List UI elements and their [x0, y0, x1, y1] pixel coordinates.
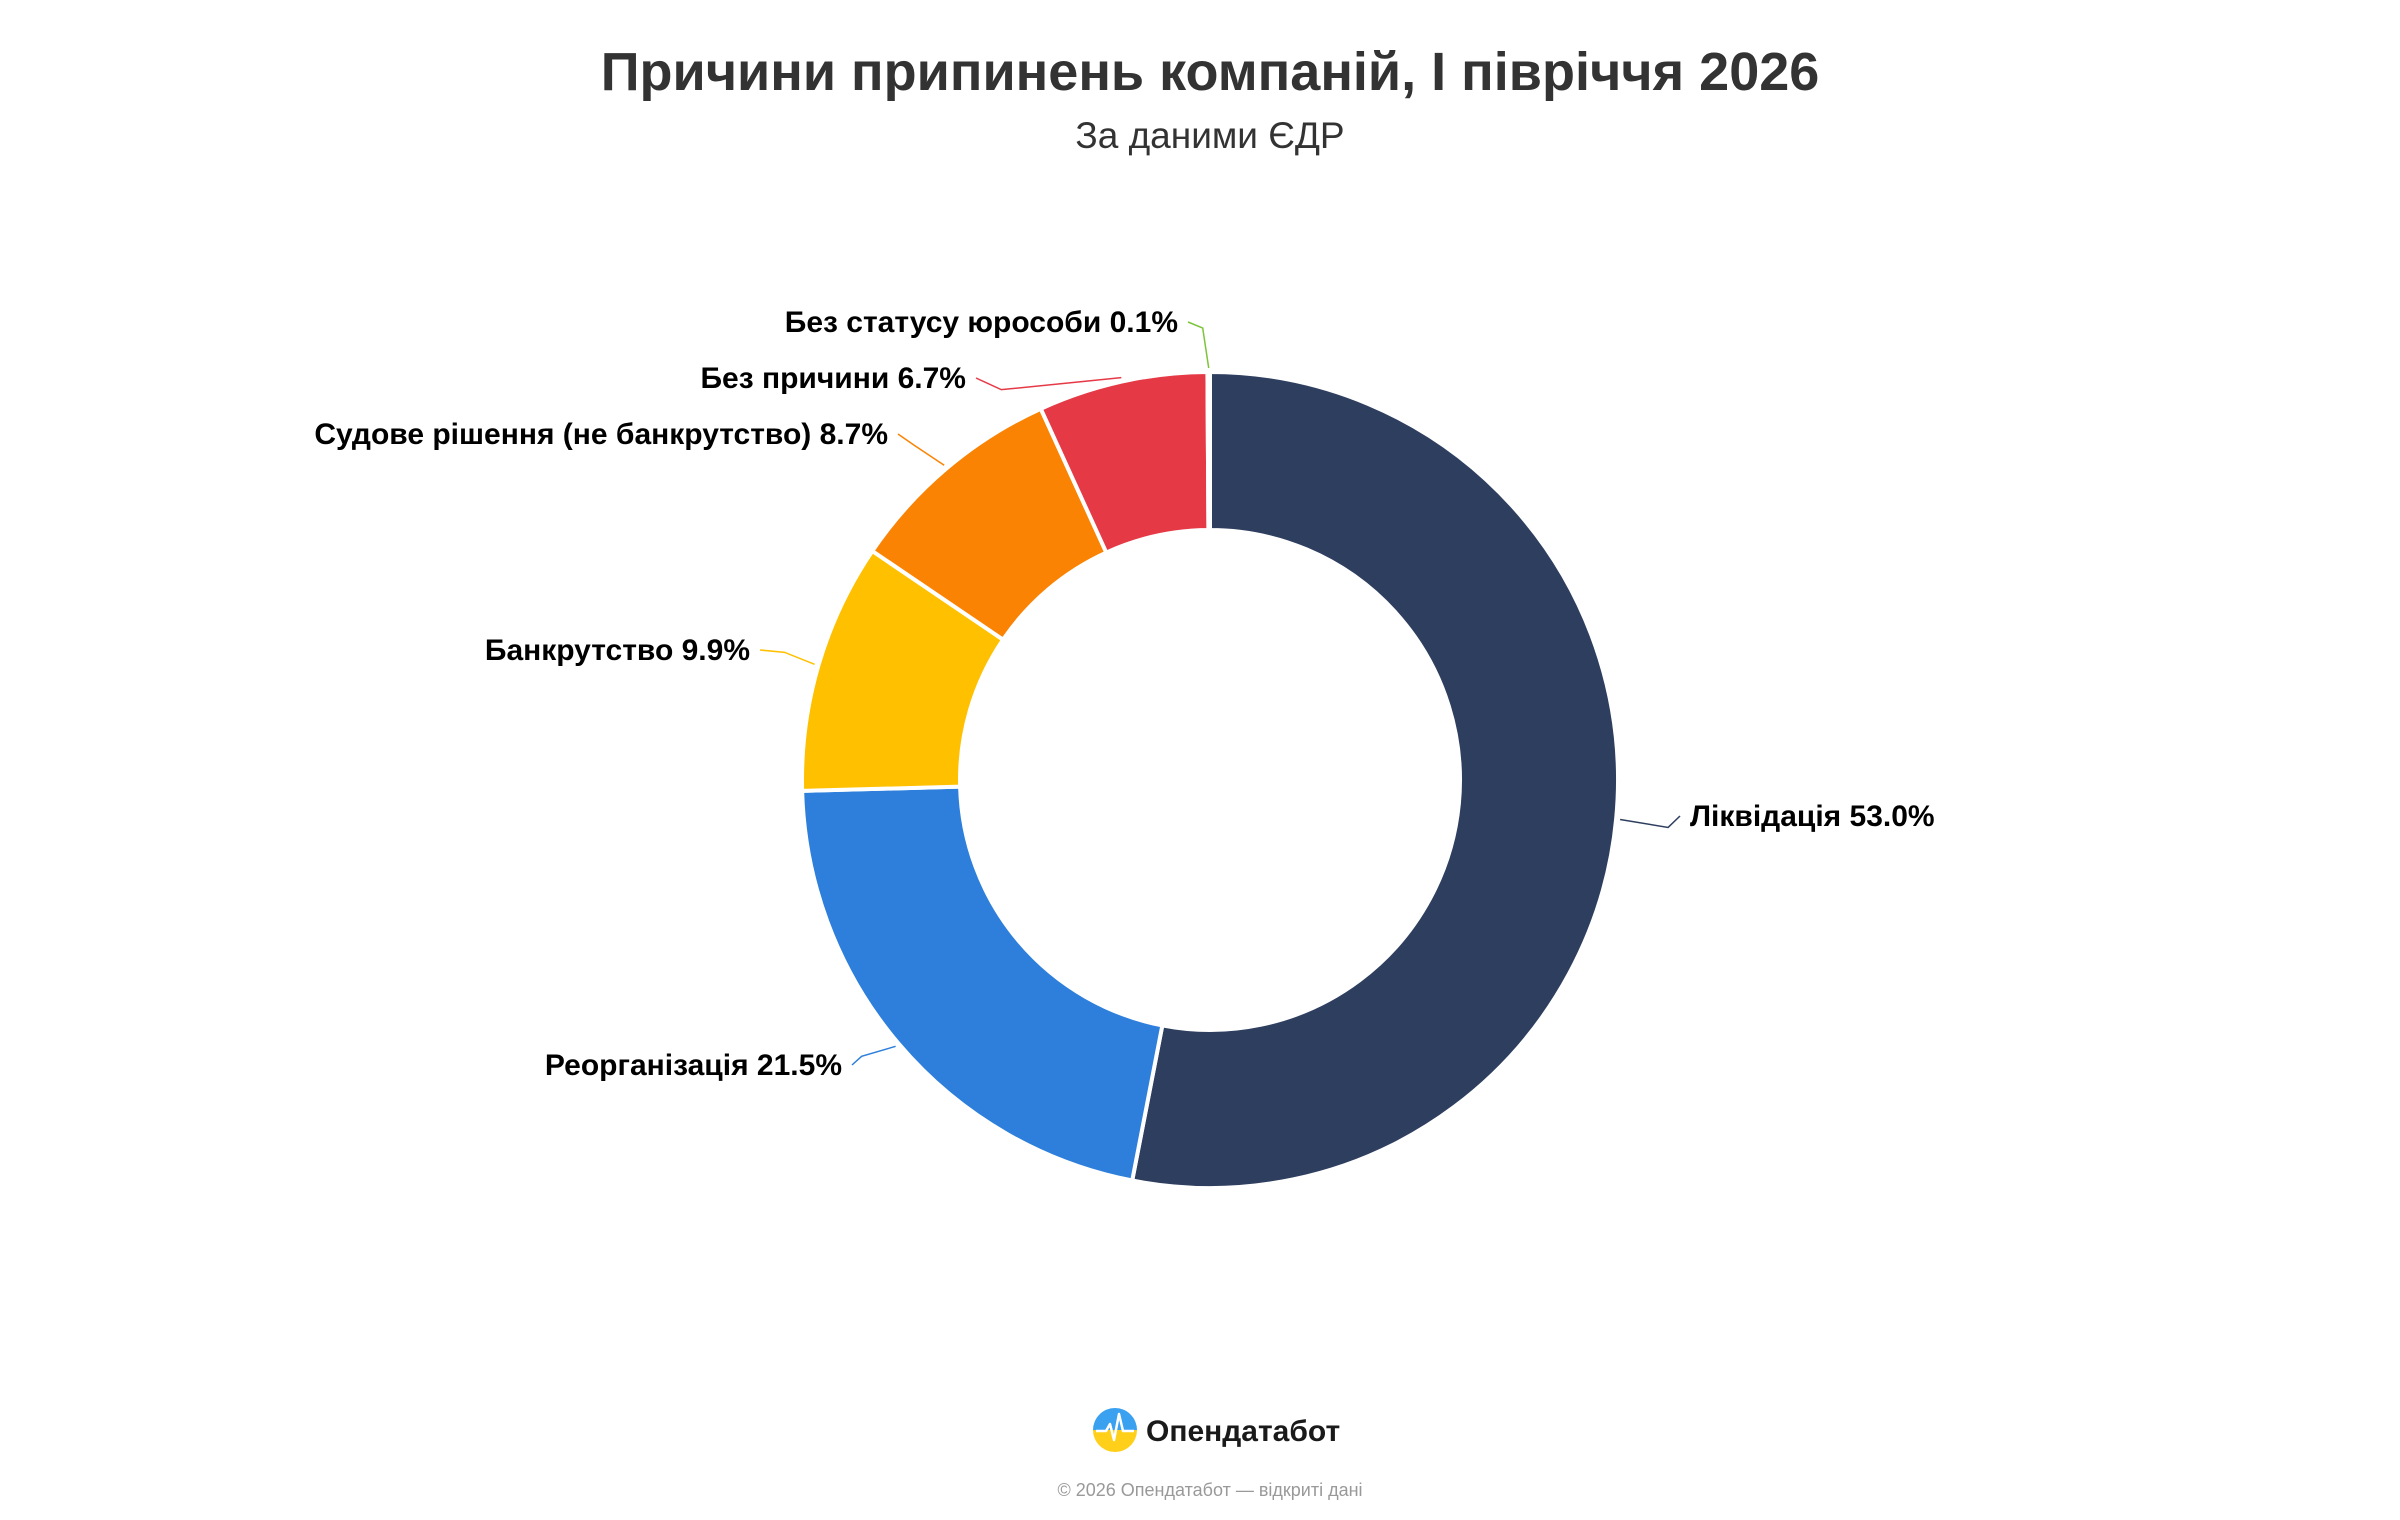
- leader-line-3: [759, 649, 815, 666]
- chart-subtitle: За даними ЄДР: [1075, 115, 1344, 156]
- chart-title: Причини припинень компаній, І півріччя 2…: [601, 42, 1820, 102]
- footer: Опендатабот © 2026 Опендатабот — відкрит…: [1057, 1408, 1363, 1500]
- slices-layer: [800, 369, 1620, 1190]
- slice-label-2: Реорганізація 21.5%: [545, 1049, 842, 1082]
- slice-label-1: Ліквідація 53.0%: [1690, 800, 1935, 833]
- leader-line-4: [897, 433, 945, 466]
- logo-name: Опендатабот: [1146, 1415, 1340, 1448]
- slice-1[interactable]: [1130, 370, 1620, 1190]
- slice-2[interactable]: [800, 784, 1165, 1183]
- slice-label-4: Судове рішення (не банкрутство) 8.7%: [314, 418, 888, 451]
- copyright-text: © 2026 Опендатабот — відкриті дані: [1057, 1480, 1362, 1500]
- leader-line-5: [975, 376, 1122, 391]
- slice-labels-layer: Ліквідація 53.0% Реорганізація 21.5% Банкр…: [314, 306, 1934, 1082]
- leader-line-1: [1619, 815, 1681, 829]
- leader-line-2: [851, 1045, 896, 1066]
- slice-label-3: Банкрутство 9.9%: [485, 634, 750, 667]
- slice-label-6: Без статусу юрособи 0.1%: [785, 306, 1178, 339]
- leader-line-6: [1187, 321, 1210, 369]
- opendatabot-logo-icon: [1093, 1408, 1137, 1452]
- leader-lines-layer: [759, 321, 1681, 1066]
- slice-6[interactable]: [1205, 369, 1212, 533]
- slice-label-5: Без причини 6.7%: [700, 362, 966, 395]
